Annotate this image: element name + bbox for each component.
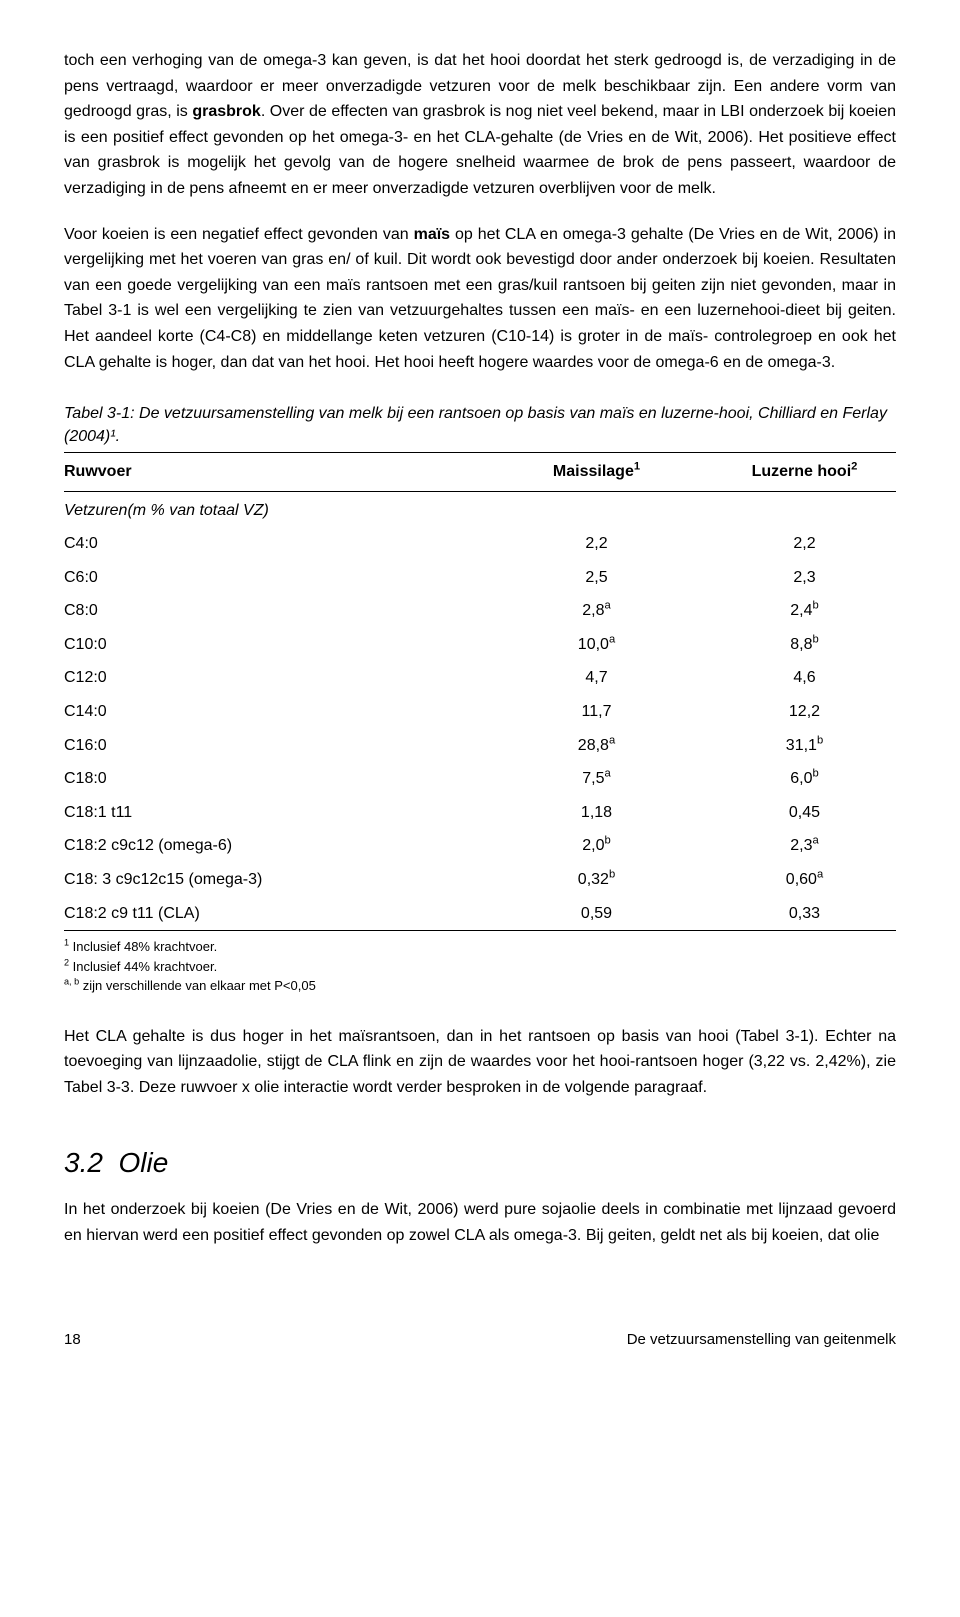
cell-label: C6:0 (64, 561, 480, 595)
cell-label: C18:2 c9c12 (omega-6) (64, 829, 480, 863)
cell-luzerne: 0,45 (713, 796, 896, 830)
cell-maissilage: 0,59 (480, 897, 713, 931)
section-number: 3.2 (64, 1147, 103, 1178)
cell-maissilage: 2,5 (480, 561, 713, 595)
table-row: C16:028,8a31,1b (64, 729, 896, 763)
header-ruwvoer: Ruwvoer (64, 452, 480, 491)
footnote: 1 Inclusief 48% krachtvoer. (64, 937, 896, 957)
cell-maissilage: 11,7 (480, 695, 713, 729)
table-row: C10:010,0a8,8b (64, 628, 896, 662)
cell-label: C14:0 (64, 695, 480, 729)
cell-luzerne: 2,3 (713, 561, 896, 595)
bold-term-mais: maïs (414, 226, 450, 243)
cell-maissilage: 2,8a (480, 594, 713, 628)
table-row: C18:2 c9c12 (omega-6)2,0b2,3a (64, 829, 896, 863)
paragraph-1: toch een verhoging van de omega-3 kan ge… (64, 48, 896, 202)
footnote: 2 Inclusief 44% krachtvoer. (64, 957, 896, 977)
text: Voor koeien is een negatief effect gevon… (64, 226, 414, 243)
cell-maissilage: 2,0b (480, 829, 713, 863)
text: op het CLA en omega-3 gehalte (De Vries … (64, 226, 896, 371)
cell-luzerne: 6,0b (713, 762, 896, 796)
table-row: C12:04,74,6 (64, 661, 896, 695)
cell-luzerne: 4,6 (713, 661, 896, 695)
footnote: a, b zijn verschillende van elkaar met P… (64, 976, 896, 996)
page-footer: 18 De vetzuursamenstelling van geitenmel… (64, 1328, 896, 1352)
cell-luzerne: 12,2 (713, 695, 896, 729)
table-footnotes: 1 Inclusief 48% krachtvoer.2 Inclusief 4… (64, 937, 896, 996)
cell-maissilage: 2,2 (480, 527, 713, 561)
table-row: C18:1 t111,180,45 (64, 796, 896, 830)
table-row: C18:2 c9 t11 (CLA)0,590,33 (64, 897, 896, 931)
cell-luzerne: 31,1b (713, 729, 896, 763)
cell-label: C18:0 (64, 762, 480, 796)
table-row: C8:02,8a2,4b (64, 594, 896, 628)
cell-maissilage: 7,5a (480, 762, 713, 796)
table-row: C18: 3 c9c12c15 (omega-3)0,32b0,60a (64, 863, 896, 897)
fatty-acid-table: Ruwvoer Maissilage1 Luzerne hooi2 Vetzur… (64, 452, 896, 931)
cell-luzerne: 0,33 (713, 897, 896, 931)
cell-label: C16:0 (64, 729, 480, 763)
cell-label: C18: 3 c9c12c15 (omega-3) (64, 863, 480, 897)
table-row: C14:011,712,2 (64, 695, 896, 729)
cell-maissilage: 10,0a (480, 628, 713, 662)
cell-label: C10:0 (64, 628, 480, 662)
table-header-row: Ruwvoer Maissilage1 Luzerne hooi2 (64, 452, 896, 491)
footer-title: De vetzuursamenstelling van geitenmelk (627, 1328, 896, 1352)
table-row: C6:02,52,3 (64, 561, 896, 595)
section-heading: 3.2 Olie (64, 1141, 896, 1186)
table-subheader-row: Vetzuren(m % van totaal VZ) (64, 491, 896, 527)
cell-maissilage: 4,7 (480, 661, 713, 695)
section-title: Olie (119, 1147, 169, 1178)
cell-luzerne: 0,60a (713, 863, 896, 897)
table-caption: Tabel 3-1: De vetzuursamenstelling van m… (64, 403, 896, 448)
subheader: Vetzuren(m % van totaal VZ) (64, 491, 896, 527)
cell-label: C18:1 t11 (64, 796, 480, 830)
table-row: C18:07,5a6,0b (64, 762, 896, 796)
header-luzerne: Luzerne hooi2 (713, 452, 896, 491)
cell-luzerne: 2,4b (713, 594, 896, 628)
cell-label: C8:0 (64, 594, 480, 628)
cell-label: C18:2 c9 t11 (CLA) (64, 897, 480, 931)
table-row: C4:02,22,2 (64, 527, 896, 561)
cell-maissilage: 28,8a (480, 729, 713, 763)
cell-maissilage: 0,32b (480, 863, 713, 897)
paragraph-4: In het onderzoek bij koeien (De Vries en… (64, 1197, 896, 1248)
cell-luzerne: 2,2 (713, 527, 896, 561)
cell-luzerne: 8,8b (713, 628, 896, 662)
paragraph-3: Het CLA gehalte is dus hoger in het maïs… (64, 1024, 896, 1101)
cell-label: C12:0 (64, 661, 480, 695)
page-number: 18 (64, 1328, 81, 1352)
paragraph-2: Voor koeien is een negatief effect gevon… (64, 222, 896, 376)
cell-luzerne: 2,3a (713, 829, 896, 863)
cell-label: C4:0 (64, 527, 480, 561)
header-maissilage: Maissilage1 (480, 452, 713, 491)
bold-term-grasbrok: grasbrok (192, 103, 260, 120)
cell-maissilage: 1,18 (480, 796, 713, 830)
